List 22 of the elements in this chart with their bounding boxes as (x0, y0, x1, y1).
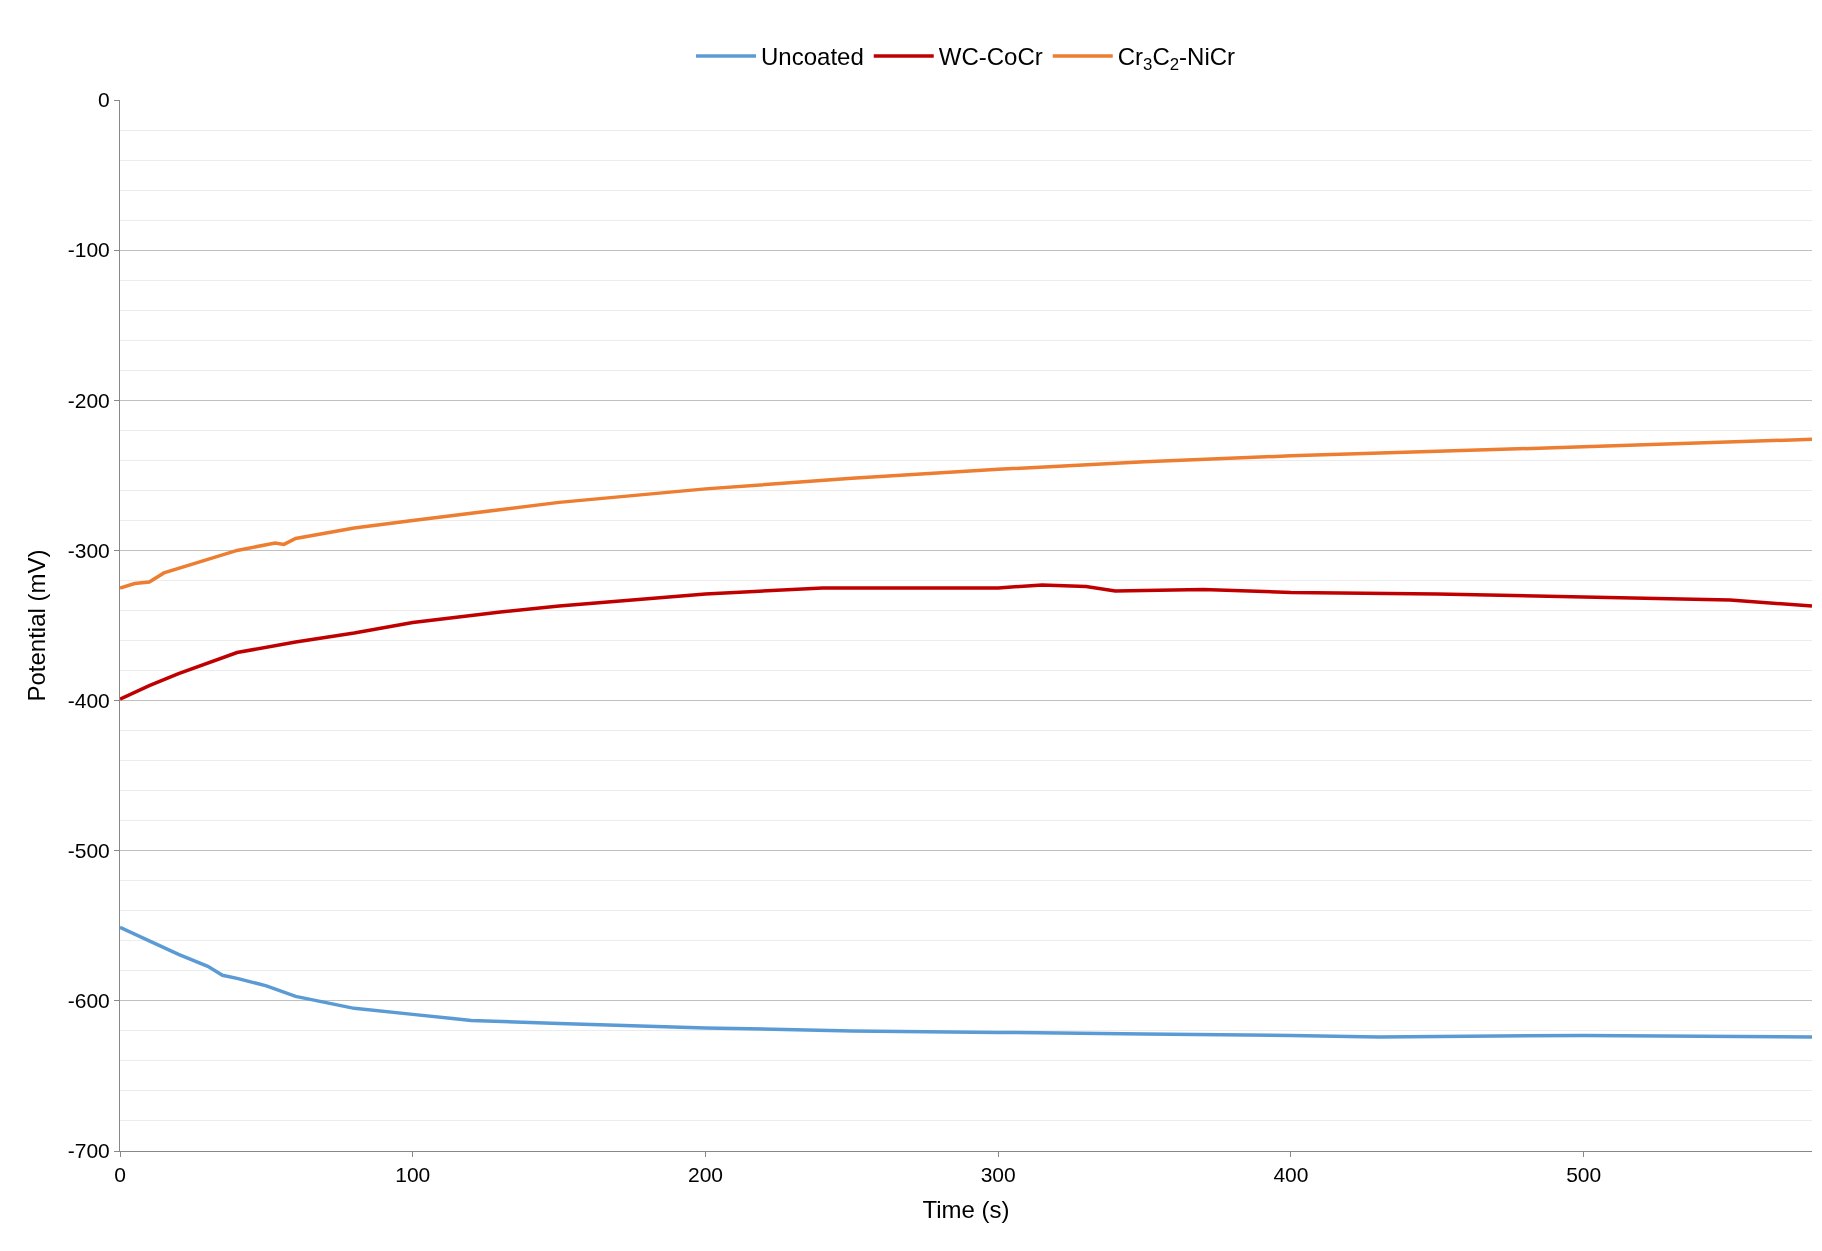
line-series (120, 583, 1812, 701)
y-tick-label: -200 (67, 388, 110, 412)
y-tick-label: -600 (67, 989, 110, 1013)
y-tick-label: -500 (67, 839, 110, 863)
y-tick-label: -700 (67, 1139, 110, 1163)
line-series (120, 437, 1812, 590)
line-series (120, 925, 1812, 1039)
y-tick-label: -100 (67, 238, 110, 262)
y-tick-label: -300 (67, 538, 110, 562)
x-tick-label: 100 (395, 1163, 431, 1187)
y-tick-label: -400 (67, 688, 110, 712)
x-tick-label: 300 (980, 1163, 1016, 1187)
x-tick-label: 500 (1566, 1163, 1602, 1187)
legend-label: WC-CoCr (938, 43, 1043, 71)
x-tick-label: 200 (687, 1163, 723, 1187)
x-tick-label: 400 (1273, 1163, 1309, 1187)
y-axis-title: Potential (mV) (22, 549, 50, 702)
y-tick-label: 0 (98, 88, 110, 112)
legend-label: Uncoated (761, 43, 864, 71)
x-tick-label: 0 (114, 1163, 126, 1187)
legend-label: Cr$_{3}$C$_{2}$-NiCr (1117, 43, 1236, 75)
x-axis-title: Time (s) (922, 1195, 1010, 1223)
